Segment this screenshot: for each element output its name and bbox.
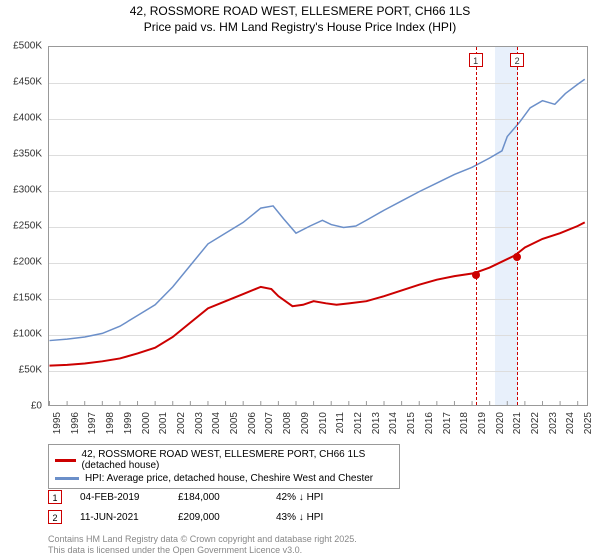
legend-item-hpi: HPI: Average price, detached house, Ches… [55, 472, 393, 485]
marker-price-2: £209,000 [178, 512, 258, 523]
marker-badge-1: 1 [48, 490, 62, 504]
y-axis-labels: £0£50K£100K£150K£200K£250K£300K£350K£400… [0, 46, 44, 406]
chart-title: 42, ROSSMORE ROAD WEST, ELLESMERE PORT, … [0, 0, 600, 35]
marker-price-1: £184,000 [178, 492, 258, 503]
legend-swatch-1 [55, 459, 76, 462]
legend-item-price-paid: 42, ROSSMORE ROAD WEST, ELLESMERE PORT, … [55, 448, 393, 472]
title-line-2: Price paid vs. HM Land Registry's House … [0, 20, 600, 36]
footnote: Contains HM Land Registry data © Crown c… [48, 534, 357, 556]
legend: 42, ROSSMORE ROAD WEST, ELLESMERE PORT, … [48, 444, 400, 489]
title-line-1: 42, ROSSMORE ROAD WEST, ELLESMERE PORT, … [0, 4, 600, 20]
legend-label-1: 42, ROSSMORE ROAD WEST, ELLESMERE PORT, … [82, 449, 393, 471]
marker-table: 1 04-FEB-2019 £184,000 42% ↓ HPI 2 11-JU… [48, 490, 323, 530]
marker-row-2: 2 11-JUN-2021 £209,000 43% ↓ HPI [48, 510, 323, 524]
footnote-line-2: This data is licensed under the Open Gov… [48, 545, 357, 556]
marker-date-2: 11-JUN-2021 [80, 512, 160, 523]
chart-container: 42, ROSSMORE ROAD WEST, ELLESMERE PORT, … [0, 0, 600, 560]
marker-delta-1: 42% ↓ HPI [276, 492, 323, 503]
marker-badge-2: 2 [48, 510, 62, 524]
marker-delta-2: 43% ↓ HPI [276, 512, 323, 523]
legend-label-2: HPI: Average price, detached house, Ches… [85, 473, 373, 484]
footnote-line-1: Contains HM Land Registry data © Crown c… [48, 534, 357, 545]
x-axis-labels: 1995199619971998199920002001200220032004… [48, 408, 588, 448]
marker-date-1: 04-FEB-2019 [80, 492, 160, 503]
line-chart-svg [49, 47, 587, 405]
legend-swatch-2 [55, 477, 79, 480]
marker-row-1: 1 04-FEB-2019 £184,000 42% ↓ HPI [48, 490, 323, 504]
plot-area: 12 [48, 46, 588, 406]
